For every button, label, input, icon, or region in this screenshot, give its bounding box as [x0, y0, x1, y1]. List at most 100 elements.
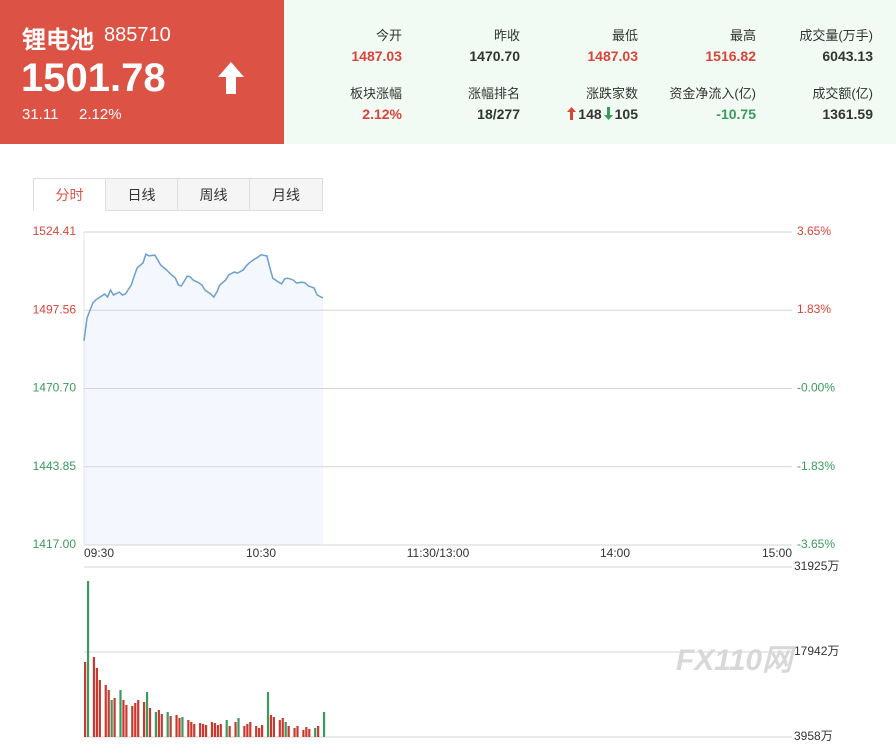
volume-bar	[193, 723, 196, 737]
stock-name: 锂电池	[22, 27, 94, 54]
y-tick-label: 1524.41	[33, 224, 77, 238]
x-tick-label: 10:30	[246, 546, 276, 560]
volume-bar	[216, 725, 219, 737]
volume-bar	[314, 727, 317, 737]
stat-label: 最低	[611, 28, 638, 43]
volume-bar	[187, 719, 190, 737]
volume-bar	[308, 729, 311, 737]
down-count: 105	[614, 106, 638, 122]
stat-label: 板块涨幅	[349, 86, 402, 101]
volume-bar	[258, 727, 261, 737]
volume-bar	[134, 703, 137, 737]
price-area	[84, 254, 323, 545]
volume-bar	[148, 707, 152, 737]
volume-bar	[237, 717, 240, 737]
volume-bar	[107, 690, 110, 737]
tab[interactable]: 月线	[250, 179, 322, 211]
stat-value: 1516.82	[705, 48, 756, 64]
y-tick-label: 1443.85	[33, 459, 77, 473]
volume-bar	[202, 723, 205, 737]
volume-bar	[190, 721, 193, 737]
volume-bar	[234, 721, 237, 737]
volume-bar	[210, 721, 214, 737]
volume-bar	[95, 668, 98, 737]
price-line	[83, 252, 324, 341]
volume-bar	[225, 719, 228, 737]
stat-value: 1487.03	[351, 48, 402, 64]
y-tick-label: 3958万	[794, 729, 833, 743]
x-tick-label: 11:30/13:00	[407, 546, 470, 560]
stock-code: 885710	[104, 24, 171, 46]
x-tick-label: 15:00	[762, 546, 792, 560]
tab[interactable]: 分时	[34, 179, 106, 211]
up-arrow	[567, 107, 577, 120]
x-tick-label: 14:00	[600, 546, 630, 560]
volume-bar	[199, 723, 202, 737]
stat-value: 148 105	[518, 106, 638, 122]
volume-bar	[98, 680, 101, 737]
stat-label: 昨收	[493, 28, 520, 43]
stats-panel: 今开 1487.03 昨收 1470.70 最低 1487.03 最高 1516.82 成交量(…	[284, 0, 896, 144]
volume-bar	[131, 705, 134, 737]
volume-bar	[228, 725, 231, 737]
volume-bar	[272, 717, 275, 737]
y2-tick-label: -0.00%	[797, 381, 835, 395]
volume-bar	[302, 729, 305, 737]
volume-bar	[287, 725, 290, 737]
volume-bar	[269, 715, 273, 737]
volume-bar	[145, 692, 149, 737]
volume-bar	[255, 725, 258, 737]
volume-bar	[92, 657, 96, 737]
y-tick-label: 1417.00	[33, 537, 77, 551]
volume-bar	[178, 717, 181, 737]
y-tick-label: 31925万	[794, 559, 839, 573]
stock-header: 锂电池 885710 1501.78 31.11 2.12%	[0, 0, 284, 144]
stat-label: 成交量(万手)	[799, 28, 873, 43]
volume-bar	[84, 662, 87, 737]
stat-label: 今开	[375, 28, 402, 43]
price-change: 31.11	[22, 106, 59, 123]
y2-tick-label: -3.65%	[797, 537, 835, 551]
stat-label: 涨幅排名	[467, 86, 520, 101]
y2-tick-label: 3.65%	[797, 224, 831, 238]
volume-bar	[104, 685, 107, 737]
up-arrow-icon	[218, 62, 244, 94]
volume-bar	[219, 723, 222, 737]
volume-bar	[246, 723, 249, 737]
tab[interactable]: 周线	[178, 179, 250, 211]
volume-bar	[243, 725, 246, 737]
y-tick-label: 1470.70	[33, 381, 77, 395]
volume-bar	[110, 699, 113, 737]
volume-bar	[137, 699, 140, 737]
volume-bar	[181, 717, 184, 737]
volume-bar	[305, 727, 308, 737]
volume-bar	[122, 699, 125, 737]
volume-bar	[266, 692, 270, 737]
volume-bar	[160, 713, 163, 737]
volume-bar	[213, 723, 216, 737]
y2-tick-label: -1.83%	[797, 459, 835, 473]
volume-bar	[169, 715, 172, 737]
stat-value: 18/277	[477, 106, 520, 122]
volume-bar	[249, 721, 252, 737]
volume-bar	[113, 697, 116, 737]
y2-tick-label: 1.83%	[797, 302, 831, 316]
volume-bar	[281, 717, 284, 737]
volume-bar	[293, 727, 296, 737]
stat-label: 资金净流入(亿)	[669, 86, 756, 101]
y-tick-label: 1497.56	[33, 302, 77, 316]
volume-bar	[154, 711, 157, 737]
stat-value: 1487.03	[587, 48, 638, 64]
volume-bar	[261, 725, 264, 737]
tab[interactable]: 日线	[106, 179, 178, 211]
volume-bar	[166, 711, 169, 737]
stock-price: 1501.78	[21, 56, 166, 100]
stat-value: 2.12%	[362, 106, 402, 122]
volume-bar	[143, 701, 146, 737]
volume-bar	[284, 721, 287, 737]
volume-bar	[157, 709, 160, 737]
volume-bar	[317, 725, 320, 737]
stat-value: 1470.70	[469, 48, 520, 64]
volume-bar	[278, 719, 281, 737]
